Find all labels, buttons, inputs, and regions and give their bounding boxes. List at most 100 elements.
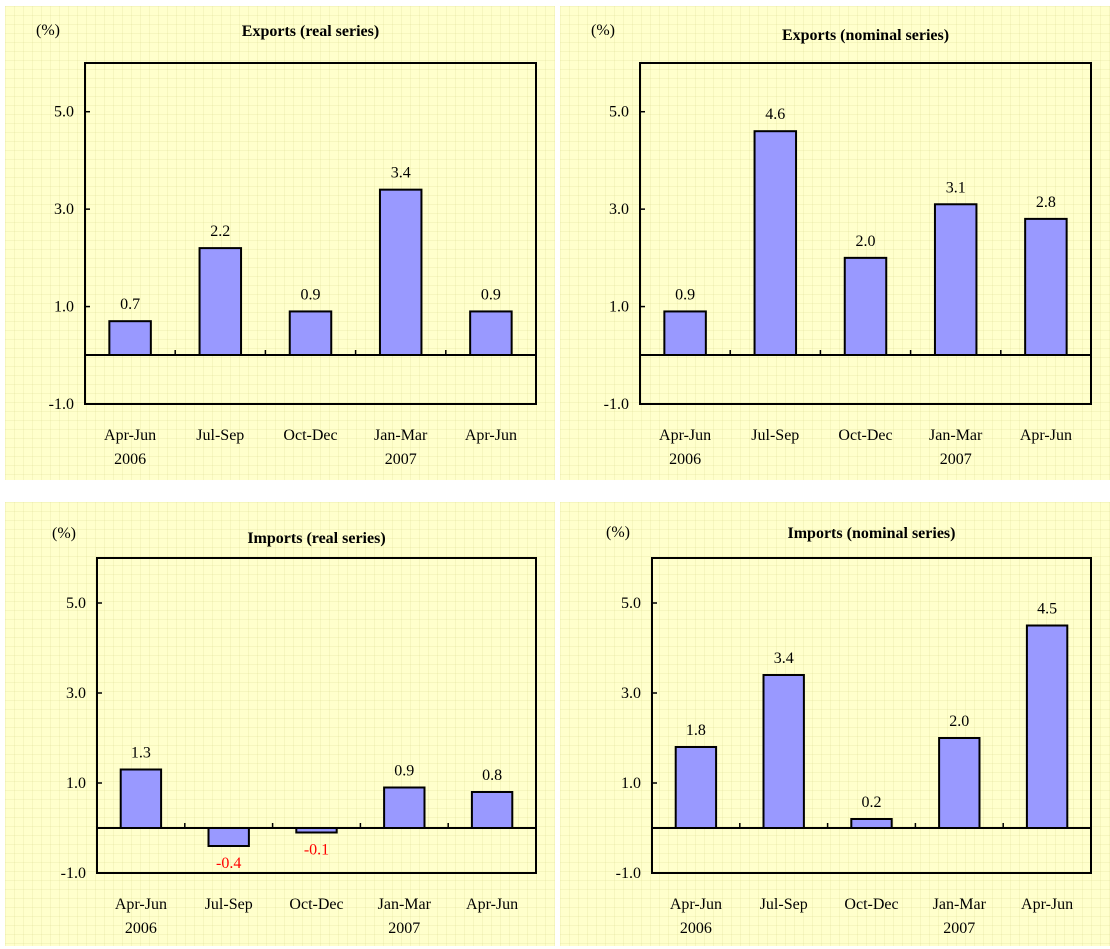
y-tick-label: -1.0 — [616, 865, 641, 882]
chart-title: Imports (nominal series) — [788, 525, 956, 542]
data-label: 3.4 — [774, 650, 794, 667]
data-label: -0.1 — [304, 842, 329, 859]
y-unit-label: (%) — [52, 525, 76, 542]
y-tick-label: 3.0 — [621, 685, 641, 702]
bar — [1024, 217, 1068, 356]
chart-title: Exports (real series) — [242, 23, 379, 40]
chart-panel-exports-real: Exports (real series) (%) 5.0 3.0 1.0 -1.0 0.7… — [5, 6, 555, 480]
x-tick-label: Apr-Jun — [104, 427, 156, 444]
bar — [843, 256, 888, 357]
x-tick-label: Jul-Sep — [205, 896, 253, 913]
data-label: 0.9 — [481, 286, 501, 303]
plot-area — [84, 62, 537, 405]
data-label: 4.6 — [765, 106, 785, 123]
chart-panel-exports-nominal: Exports (nominal series) (%) 5.0 3.0 1.0 -1.0… — [560, 6, 1110, 480]
x-tick-label: Jan-Mar — [933, 896, 987, 913]
bar — [850, 818, 893, 829]
bar — [674, 746, 718, 829]
plot-area — [96, 557, 537, 874]
chart-imports-nominal: Imports (nominal series) (%) 5.0 3.0 1.0 -1.0… — [606, 524, 1092, 937]
y-unit-label: (%) — [36, 22, 60, 39]
x-year-label: 2006 — [125, 920, 157, 937]
y-tick-label: 3.0 — [66, 685, 86, 702]
y-tick-label: 5.0 — [54, 104, 74, 121]
data-label: 0.9 — [301, 286, 321, 303]
x-tick-label: Apr-Jun — [659, 427, 711, 444]
plot-area — [651, 557, 1092, 874]
data-label: 1.8 — [686, 722, 706, 739]
bar — [198, 247, 243, 356]
data-label: 0.9 — [675, 286, 695, 303]
x-tick-label: Jan-Mar — [374, 427, 428, 444]
bar — [753, 130, 798, 356]
x-tick-label: Jul-Sep — [760, 896, 808, 913]
x-tick-label: Apr-Jun — [1021, 896, 1073, 913]
bar — [119, 768, 163, 829]
x-tick-label: Apr-Jun — [1020, 427, 1072, 444]
x-year-label: 2006 — [114, 451, 146, 468]
y-tick-label: -1.0 — [49, 396, 74, 413]
bar — [469, 310, 513, 357]
bar — [762, 674, 805, 829]
y-tick-label: 5.0 — [66, 595, 86, 612]
data-label: 0.9 — [394, 763, 414, 780]
bar — [108, 320, 152, 356]
y-tick-label: 1.0 — [621, 775, 641, 792]
bar — [207, 827, 250, 847]
chart-exports-nominal: Exports (nominal series) (%) 5.0 3.0 1.0 -1.0… — [591, 22, 1092, 468]
data-label: 3.1 — [946, 179, 966, 196]
chart-title: Exports (nominal series) — [782, 27, 949, 44]
bar — [378, 188, 423, 356]
x-year-label: 2006 — [669, 451, 701, 468]
x-tick-label: Jan-Mar — [378, 896, 432, 913]
x-tick-label: Jan-Mar — [929, 427, 983, 444]
data-label: 1.3 — [131, 745, 151, 762]
x-year-label: 2007 — [388, 920, 420, 937]
x-year-label: 2006 — [680, 920, 712, 937]
y-tick-label: 1.0 — [66, 775, 86, 792]
x-year-label: 2007 — [385, 451, 417, 468]
bar — [288, 310, 333, 357]
x-tick-label: Jul-Sep — [196, 427, 244, 444]
y-tick-label: -1.0 — [604, 396, 629, 413]
chart-imports-real: Imports (real series) (%) 5.0 3.0 1.0 -1.0 1.3… — [52, 525, 537, 937]
data-label: 0.7 — [120, 296, 140, 313]
data-label: 2.2 — [210, 223, 230, 240]
x-tick-label: Apr-Jun — [466, 896, 518, 913]
bar — [1025, 624, 1069, 829]
bar — [933, 203, 978, 356]
data-label: 2.8 — [1036, 194, 1056, 211]
chart-title: Imports (real series) — [247, 530, 385, 547]
y-unit-label: (%) — [606, 524, 630, 541]
x-year-label: 2007 — [940, 451, 972, 468]
y-tick-label: 5.0 — [621, 595, 641, 612]
bar — [938, 737, 981, 829]
data-label: 2.0 — [856, 233, 876, 250]
data-label: 0.8 — [482, 767, 502, 784]
data-label: 2.0 — [949, 713, 969, 730]
data-label: -0.4 — [216, 855, 241, 872]
x-tick-label: Oct-Dec — [838, 427, 892, 444]
data-label: 4.5 — [1037, 601, 1057, 618]
y-tick-label: -1.0 — [61, 865, 86, 882]
y-tick-label: 3.0 — [54, 201, 74, 218]
data-label: 0.2 — [862, 794, 882, 811]
x-tick-label: Oct-Dec — [283, 427, 337, 444]
bar — [470, 791, 514, 829]
data-label: 3.4 — [391, 165, 411, 182]
y-tick-label: 1.0 — [54, 299, 74, 316]
x-tick-label: Oct-Dec — [844, 896, 898, 913]
y-tick-label: 3.0 — [609, 201, 629, 218]
x-tick-label: Apr-Jun — [115, 896, 167, 913]
x-tick-label: Oct-Dec — [289, 896, 343, 913]
chart-panel-imports-real: Imports (real series) (%) 5.0 3.0 1.0 -1.0 1.3… — [5, 502, 555, 946]
bar — [663, 310, 707, 357]
y-tick-label: 1.0 — [609, 299, 629, 316]
chart-panel-imports-nominal: Imports (nominal series) (%) 5.0 3.0 1.0 -1.0… — [560, 502, 1110, 946]
bar — [383, 786, 426, 829]
x-year-label: 2007 — [943, 920, 975, 937]
chart-exports-real: Exports (real series) (%) 5.0 3.0 1.0 -1.0 0.7… — [36, 22, 537, 468]
plot-area — [639, 62, 1092, 405]
x-tick-label: Jul-Sep — [751, 427, 799, 444]
y-unit-label: (%) — [591, 22, 615, 39]
